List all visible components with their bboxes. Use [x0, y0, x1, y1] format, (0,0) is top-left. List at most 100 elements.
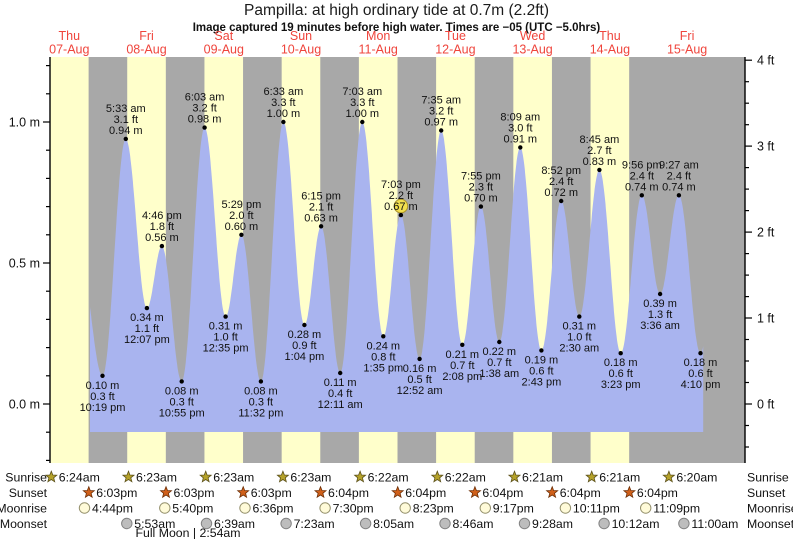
moonset-icon [200, 517, 213, 530]
y-axis-right-label: 2 ft [757, 226, 775, 240]
tide-high-label: 0.56 m [145, 232, 179, 244]
sunrise-icon [44, 470, 58, 483]
tide-low-label: 0.08 m [244, 385, 278, 397]
tide-low-label: 2:30 am [559, 343, 599, 355]
tide-high-label: 3.0 ft [508, 122, 532, 134]
tide-low-label: 1.0 ft [567, 332, 591, 344]
tide-extreme-dot [698, 351, 703, 356]
tide-low-label: 0.11 m [324, 377, 357, 389]
day-weekday-label: Mon [366, 29, 390, 43]
page-subtitle: Image captured 19 minutes before high wa… [192, 22, 601, 34]
day-weekday-label: Thu [59, 29, 81, 43]
moonset-time: 8:05am [373, 517, 414, 531]
tide-extreme-dot [223, 314, 228, 319]
astro-row-label-left-moonrise: Moonrise [0, 501, 47, 515]
sunset-time: 6:04pm [560, 486, 601, 500]
tide-high-label: 3.1 ft [114, 114, 138, 126]
tide-high-label: 7:03 am [342, 86, 382, 98]
tide-low-label: 1:35 pm [363, 362, 403, 374]
tide-high-label: 0.63 m [304, 212, 338, 224]
tide-low-label: 0.4 ft [328, 388, 352, 400]
tide-low-label: 1:38 am [479, 368, 519, 380]
sunrise-icon [662, 470, 676, 483]
tide-low-label: 12:35 pm [203, 343, 249, 355]
sunset-time: 6:03pm [251, 486, 292, 500]
tide-high-label: 0.98 m [188, 114, 222, 126]
tide-low-label: 0.8 ft [371, 351, 395, 363]
sunset-icon [545, 485, 559, 499]
y-axis-right-label: 0 ft [757, 398, 775, 412]
tide-low-label: 0.18 m [604, 357, 638, 369]
tide-high-label: 2.3 ft [469, 182, 493, 194]
tide-low-label: 1.3 ft [648, 309, 672, 321]
tide-low-label: 0.10 m [86, 380, 120, 392]
tide-extreme-dot [179, 379, 184, 384]
tide-high-label: 8:52 pm [541, 165, 581, 177]
tide-high-label: 2.7 ft [587, 145, 611, 157]
tide-extreme-dot [577, 314, 582, 319]
tide-low-label: 12:11 am [318, 399, 363, 411]
tide-extreme-dot [559, 198, 564, 204]
astro-row-label-right-sunset: Sunset [747, 486, 786, 500]
moonrise-time: 8:23pm [413, 501, 454, 515]
sunrise-time: 6:23am [290, 470, 331, 484]
moonrise-icon [78, 502, 91, 514]
tide-extreme-dot [281, 119, 286, 125]
tide-low-label: 0.7 ft [487, 357, 511, 369]
sunrise-time: 6:24am [59, 470, 100, 484]
moonrise-time: 7:30pm [333, 501, 374, 515]
sunrise-time: 6:22am [445, 470, 486, 484]
tide-low-label: 12:52 am [397, 385, 443, 397]
moonrise-icon [640, 502, 652, 514]
day-date-label: 10-Aug [281, 43, 321, 57]
tide-extreme-dot [100, 373, 105, 378]
astro-row-label-right-moonset: Moonset [747, 517, 793, 531]
sunset-time: 6:04pm [637, 486, 678, 500]
day-date-label: 08-Aug [126, 43, 166, 57]
tide-high-label: 2.1 ft [309, 201, 333, 213]
tide-high-label: 0.91 m [503, 133, 537, 145]
moonset-icon [359, 517, 372, 530]
tide-low-label: 0.31 m [209, 321, 243, 333]
day-weekday-label: Fri [139, 29, 154, 43]
moonrise-time: 9:17pm [493, 501, 534, 515]
day-weekday-label: Fri [680, 29, 695, 43]
tide-extreme-dot [318, 224, 324, 229]
tide-high-label: 2.0 ft [229, 210, 253, 222]
tide-extreme-dot [144, 305, 150, 311]
tide-extreme-dot [618, 351, 623, 356]
day-weekday-label: Sun [290, 29, 312, 43]
tide-extreme-dot [338, 370, 343, 376]
tide-low-label: 0.39 m [643, 298, 677, 310]
tide-extreme-dot [258, 379, 264, 384]
tide-extreme-dot [676, 193, 682, 198]
sunset-icon [313, 485, 328, 499]
tide-extreme-dot [239, 232, 244, 237]
day-weekday-label: Thu [599, 29, 621, 43]
tide-high-label: 0.60 m [225, 221, 259, 233]
tide-high-label: 0.72 m [544, 187, 578, 199]
moonset-icon [518, 517, 531, 530]
y-axis-right-label: 1 ft [757, 312, 775, 326]
sunset-time: 6:04pm [328, 486, 369, 500]
tide-low-label: 0.31 m [562, 321, 596, 333]
sunset-icon [159, 485, 173, 499]
tide-low-label: 3:36 am [640, 320, 680, 332]
tide-low-label: 0.6 ft [688, 368, 712, 380]
tide-low-label: 0.28 m [288, 329, 322, 341]
day-date-label: 12-Aug [435, 43, 475, 57]
sunrise-time: 6:23am [213, 470, 254, 484]
sunset-icon [622, 485, 636, 499]
sunrise-icon [507, 470, 522, 483]
tide-high-label: 2.2 ft [389, 190, 413, 202]
tide-extreme-dot [639, 193, 644, 198]
tide-low-label: 11:32 pm [238, 407, 283, 419]
tide-extreme-dot [518, 145, 523, 150]
moonrise-time: 10:11pm [573, 501, 620, 515]
sunset-icon [468, 485, 482, 499]
sunset-icon [391, 485, 405, 499]
sunset-icon [82, 485, 96, 499]
tide-high-label: 0.97 m [424, 117, 458, 129]
tide-low-label: 0.18 m [684, 357, 718, 369]
tide-low-label: 1.1 ft [135, 323, 159, 335]
